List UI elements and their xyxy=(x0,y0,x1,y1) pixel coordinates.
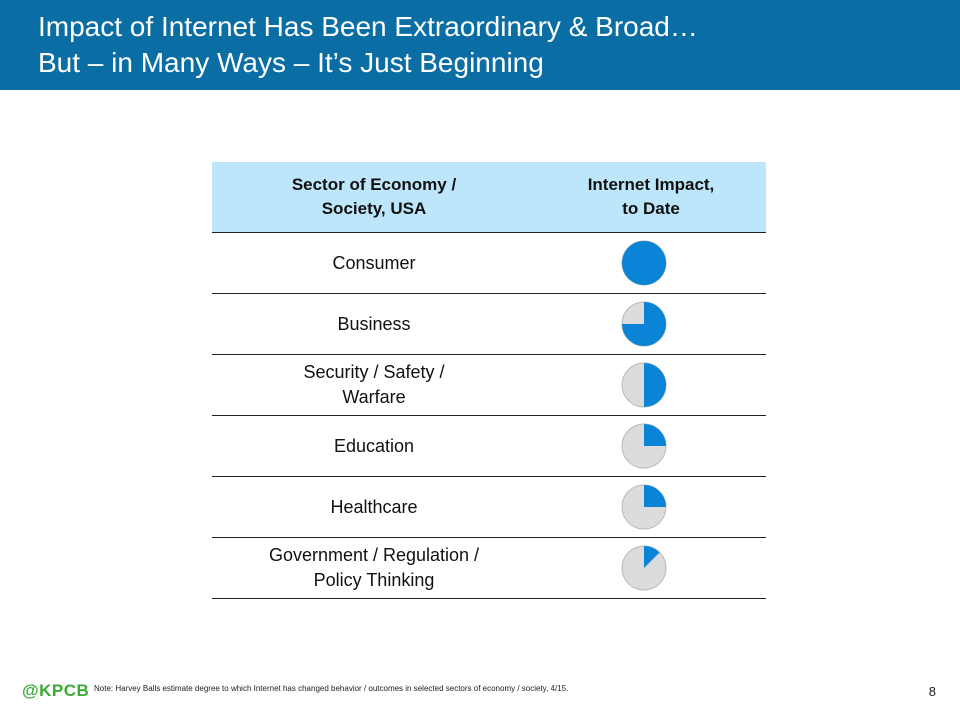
harvey-ball-fill xyxy=(644,424,666,446)
harvey-ball-icon xyxy=(536,416,752,476)
kpcb-logo: @KPCB xyxy=(22,681,90,700)
sector-label: Security / Safety / Warfare xyxy=(303,362,445,407)
harvey-ball-fill xyxy=(644,363,666,407)
sector-label: Healthcare xyxy=(330,496,418,517)
slide-title-line-1: Impact of Internet Has Been Extraordinar… xyxy=(38,11,698,42)
harvey-ball-fill xyxy=(644,485,666,507)
sector-label: Consumer xyxy=(332,252,416,273)
table-row: Education xyxy=(212,416,766,477)
impact-table: Sector of Economy / Society, USA Interne… xyxy=(212,162,766,599)
table-row: Consumer xyxy=(212,233,766,294)
slide-title-line-2: But – in Many Ways – It’s Just Beginning xyxy=(38,47,544,78)
sector-label: Government / Regulation / Policy Thinkin… xyxy=(268,545,480,590)
page-number: 8 xyxy=(928,684,936,699)
harvey-ball-fill xyxy=(644,546,660,568)
harvey-ball-icon xyxy=(536,355,752,415)
sector-label: Education xyxy=(333,435,415,456)
harvey-ball-icon xyxy=(536,538,752,598)
table-row: Government / Regulation / Policy Thinkin… xyxy=(212,538,766,599)
harvey-ball-icon xyxy=(536,477,752,537)
table-row: Healthcare xyxy=(212,477,766,538)
table-row: Security / Safety / Warfare xyxy=(212,355,766,416)
footnote: Note: Harvey Balls estimate degree to wh… xyxy=(94,684,569,693)
sector-label: Business xyxy=(337,313,411,334)
title-bar: Impact of Internet Has Been Extraordinar… xyxy=(0,0,960,90)
harvey-ball-icon xyxy=(536,294,752,354)
header-impact: Internet Impact, to Date xyxy=(587,175,715,218)
header-sector: Sector of Economy / Society, USA xyxy=(291,175,457,218)
table-row: Business xyxy=(212,294,766,355)
table-header: Sector of Economy / Society, USA Interne… xyxy=(212,162,766,233)
harvey-ball-icon xyxy=(536,233,752,293)
harvey-ball-fill xyxy=(622,241,666,285)
harvey-ball-fill xyxy=(622,302,666,346)
